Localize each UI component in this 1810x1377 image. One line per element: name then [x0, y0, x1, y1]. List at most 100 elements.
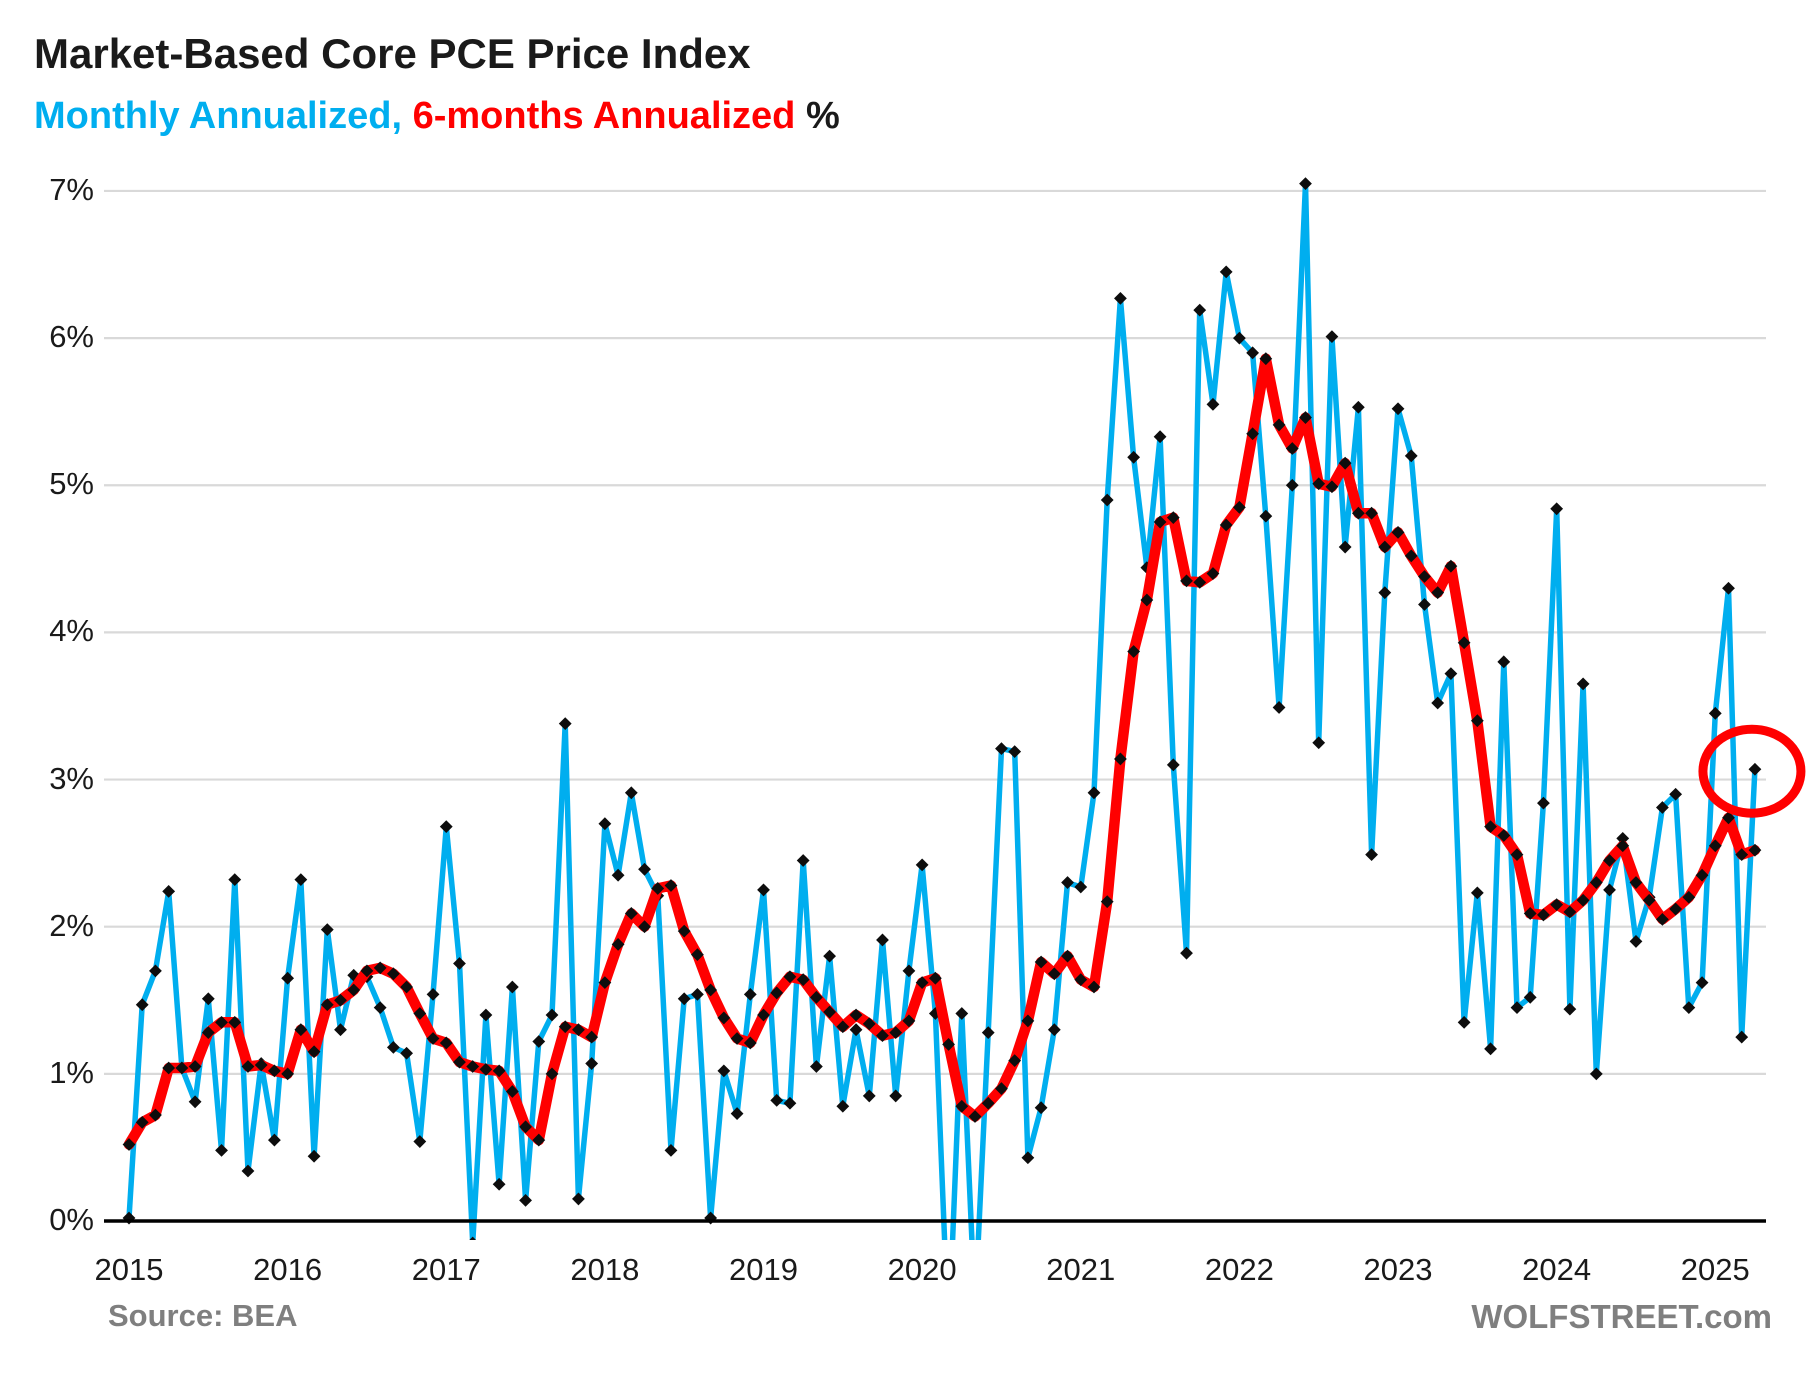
data-point-marker — [796, 854, 810, 867]
data-point-marker — [1047, 1023, 1061, 1037]
data-point-marker — [347, 983, 361, 997]
data-point-marker — [1074, 973, 1088, 987]
data-point-marker — [968, 1110, 982, 1123]
data-point-marker — [215, 1015, 228, 1029]
data-point-marker — [149, 1108, 162, 1122]
data-point-marker — [386, 967, 400, 981]
data-point-marker — [809, 990, 823, 1004]
data-point-marker — [360, 964, 374, 978]
data-point-marker — [228, 1015, 242, 1029]
data-point-marker — [995, 742, 1008, 756]
data-point-marker — [1193, 575, 1207, 589]
data-point-marker — [823, 1005, 837, 1019]
data-point-marker — [228, 873, 242, 887]
data-point-marker — [1127, 645, 1141, 658]
data-point-marker — [638, 862, 651, 876]
data-point-marker — [241, 1164, 255, 1178]
data-point-marker — [1418, 570, 1431, 583]
data-point-marker — [1047, 967, 1061, 981]
data-point-marker — [638, 920, 651, 934]
y-axis-label-4pct: 4% — [49, 613, 94, 649]
series-line-6month — [123, 353, 1761, 1150]
data-point-marker — [453, 957, 466, 970]
data-point-marker — [1722, 581, 1735, 595]
data-point-marker — [1034, 1101, 1048, 1115]
data-point-marker — [902, 964, 916, 978]
data-point-marker — [1391, 402, 1405, 416]
data-point-marker — [1021, 1014, 1035, 1028]
data-point-marker — [1180, 574, 1193, 588]
data-point-marker — [730, 1032, 744, 1045]
data-point-marker — [1589, 1067, 1603, 1081]
data-point-marker — [598, 817, 612, 831]
data-point-marker — [1285, 478, 1299, 492]
data-point-marker — [1682, 1001, 1696, 1015]
data-point-marker — [1695, 868, 1709, 882]
data-point-marker — [585, 1057, 599, 1070]
data-point-marker — [439, 820, 453, 834]
data-point-marker — [1338, 456, 1352, 470]
data-point-marker — [1087, 980, 1101, 994]
data-point-marker — [469, 1236, 477, 1240]
data-point-marker — [876, 1029, 889, 1042]
data-point-marker — [1299, 411, 1312, 424]
data-point-marker — [1642, 893, 1656, 907]
data-point-marker — [1232, 331, 1246, 345]
data-point-marker — [677, 924, 691, 938]
data-point-marker — [1166, 758, 1180, 772]
data-point-marker — [413, 1007, 427, 1020]
data-point-marker — [373, 961, 387, 975]
data-point-marker — [1246, 346, 1260, 360]
data-point-marker — [651, 882, 665, 895]
data-point-marker — [162, 1061, 176, 1075]
data-point-marker — [1484, 1042, 1497, 1056]
data-point-marker — [1180, 946, 1193, 960]
data-point-marker — [135, 1116, 149, 1129]
data-point-marker — [1061, 876, 1074, 889]
data-point-marker — [558, 717, 572, 731]
data-point-marker — [1219, 265, 1233, 279]
data-point-marker — [1748, 762, 1762, 776]
data-point-marker — [400, 980, 413, 994]
data-point-marker — [691, 948, 704, 962]
data-point-marker — [201, 1026, 215, 1040]
data-point-marker — [1259, 509, 1273, 523]
data-point-marker — [1021, 1151, 1035, 1165]
data-point-marker — [624, 786, 638, 800]
data-point-marker — [1140, 593, 1154, 607]
data-point-marker — [743, 987, 757, 1001]
data-point-marker — [320, 998, 334, 1012]
data-point-marker — [770, 1093, 784, 1107]
data-point-marker — [400, 1046, 413, 1060]
data-point-marker — [1550, 502, 1564, 516]
data-point-marker — [1153, 515, 1167, 529]
data-point-marker — [162, 884, 176, 898]
data-point-marker — [664, 879, 678, 892]
x-axis-label-2020: 2020 — [887, 1252, 957, 1287]
data-point-marker — [1589, 876, 1603, 889]
x-axis-label-2025: 2025 — [1680, 1252, 1750, 1287]
y-axis-label-7pct: 7% — [49, 171, 94, 207]
data-point-marker — [1127, 450, 1141, 464]
legend-6month-annualized: 6-months Annualized — [412, 95, 806, 137]
data-point-marker — [624, 907, 638, 920]
data-point-marker — [519, 1193, 532, 1207]
data-point-marker — [268, 1064, 281, 1078]
data-point-marker — [1603, 883, 1616, 897]
data-point-marker — [1418, 598, 1431, 611]
data-point-marker — [704, 983, 718, 997]
data-point-marker — [1656, 801, 1669, 814]
data-point-marker — [757, 883, 770, 897]
data-point-marker — [1563, 905, 1577, 919]
data-point-marker — [677, 992, 691, 1006]
data-point-marker — [426, 987, 440, 1001]
data-point-marker — [1325, 480, 1339, 494]
data-point-marker — [307, 1149, 321, 1163]
data-point-marker — [572, 1192, 585, 1206]
highlight-circle-annotation — [1698, 724, 1806, 818]
data-point-marker — [1166, 511, 1180, 525]
data-point-marker — [558, 1020, 572, 1034]
data-point-marker — [1457, 636, 1471, 650]
data-point-marker — [545, 1067, 559, 1081]
